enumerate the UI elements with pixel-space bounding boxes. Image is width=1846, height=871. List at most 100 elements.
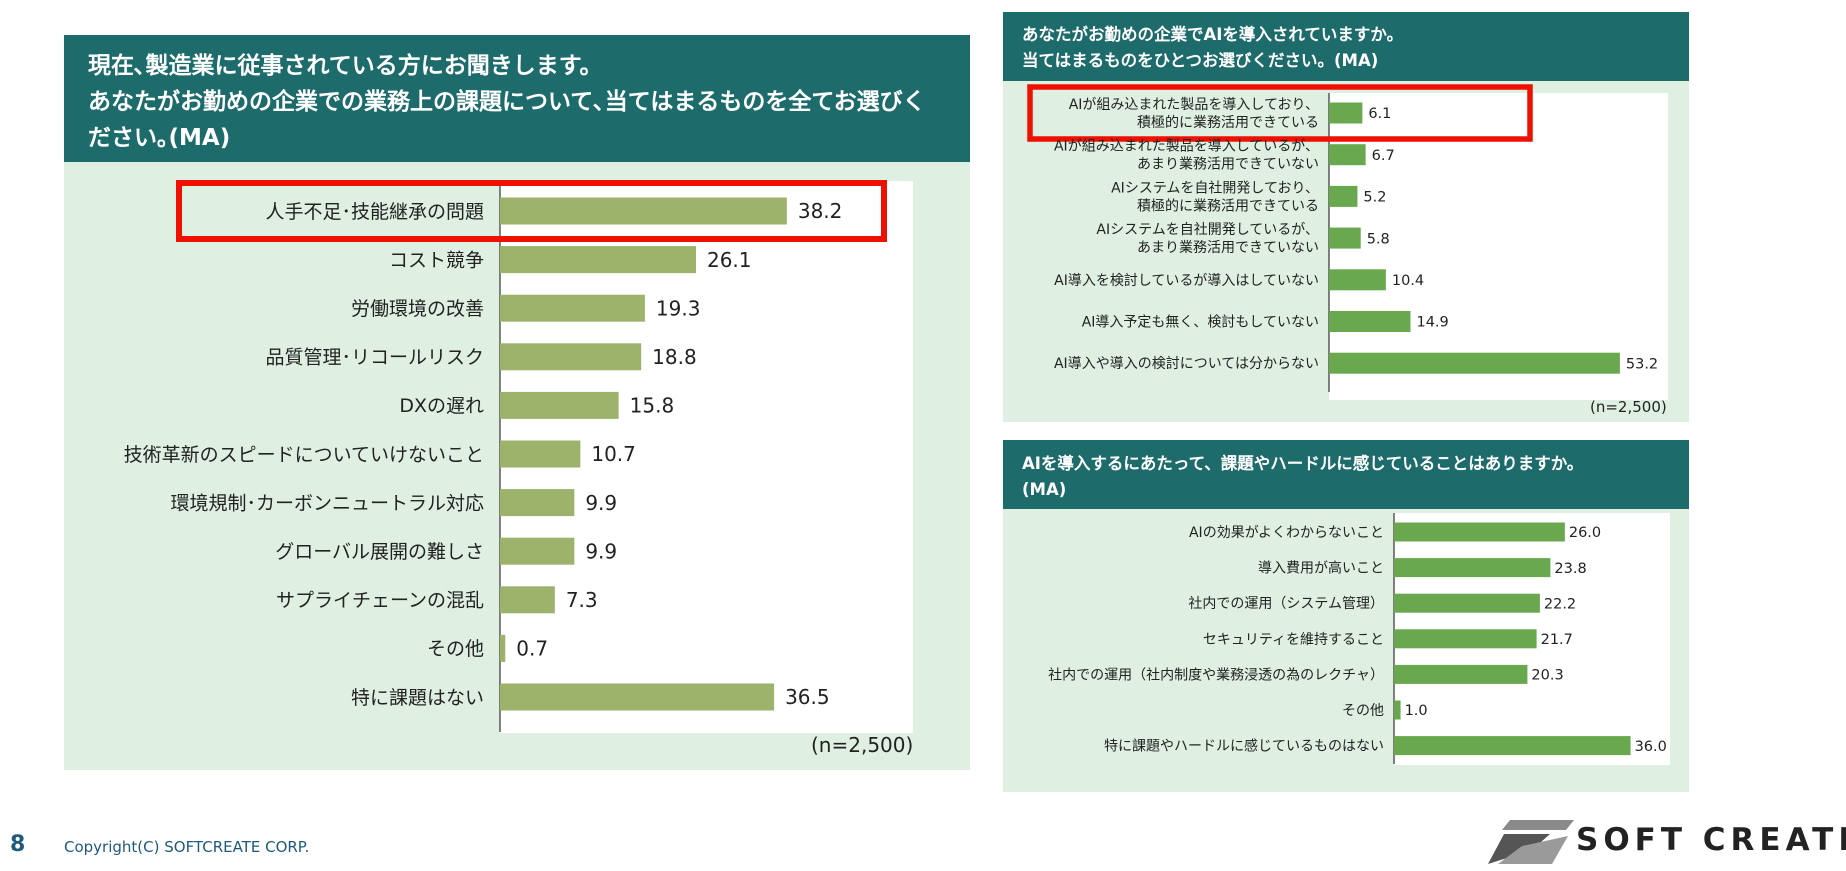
ai-adoption-bar: [1329, 352, 1620, 374]
ai-hurdles-bar: [1394, 700, 1401, 720]
industry-issues-value-label: 7.3: [566, 588, 598, 612]
ai-hurdles-category-label: 導入費用が高いこと: [1258, 560, 1384, 577]
ai-adoption-chart: 6.1 AIが組み込まれた製品を導入しており、積極的に業務活用できている 6.7 AI…: [1027, 84, 1658, 392]
ai-adoption-value-label: 10.4: [1392, 273, 1424, 289]
industry-issues-category-label: その他: [427, 638, 484, 660]
ai-adoption-bar: [1329, 269, 1386, 291]
ai-adoption-title-1: あなたがお勤めの企業でAIを導入されていますか。: [1022, 25, 1404, 44]
industry-issues-value-label: 19.3: [656, 296, 701, 320]
ai-adoption-bar: [1329, 144, 1366, 166]
industry-issues-highlight-box: [176, 180, 887, 242]
industry-issues-value-label: 38.2: [798, 199, 843, 223]
industry-issues-bar: [500, 586, 555, 614]
ai-hurdles-category-label: 社内での運用（社内制度や業務浸透の為のレクチャ）: [1048, 667, 1384, 683]
industry-issues-value-label: 0.7: [516, 637, 548, 661]
ai-adoption-highlight-box: [1027, 84, 1533, 142]
industry-issues-bar: [500, 343, 642, 371]
ai-hurdles-category-label: セキュリティを維持すること: [1203, 632, 1384, 648]
ai-hurdles-title-1: AIを導入するにあたって、課題やハードルに感じていることはありますか。: [1022, 454, 1584, 473]
industry-issues-bar: [500, 440, 581, 468]
ai-adoption-bar: [1329, 227, 1361, 249]
industry-issues-chart: 38.2 人手不足･技能継承の問題 26.1 コスト競争 19.3 労働環境の改善 18.8…: [124, 180, 887, 732]
industry-issues-bar: [500, 391, 619, 419]
ai-adoption-category-label: 積極的に業務活用できている: [1137, 198, 1319, 214]
industry-issues-bar: [500, 246, 696, 274]
industry-issues-subtitle-1: あなたがお勤めの企業での業務上の課題について､当てはまるものを全てお選びく: [88, 89, 926, 115]
ai-hurdles-value-label: 1.0: [1405, 703, 1428, 719]
ai-adoption-category-label: AIシステムを自社開発しており、: [1111, 180, 1319, 196]
ai-hurdles-bar: [1394, 736, 1631, 756]
ai-hurdles-bar: [1394, 558, 1551, 578]
ai-adoption-value-label: 6.7: [1372, 148, 1395, 164]
industry-issues-value-label: 36.5: [785, 685, 830, 709]
ai-hurdles-category-label: AIの効果がよくわからないこと: [1189, 525, 1384, 541]
ai-adoption-category-label: あまり業務活用できていない: [1137, 240, 1319, 256]
ai-hurdles-category-label: 社内での運用（システム管理）: [1188, 596, 1384, 612]
ai-hurdles-chart: 26.0 AIの効果がよくわからないこと 23.8 導入費用が高いこと 22.2 社内での…: [1048, 513, 1667, 764]
ai-hurdles-value-label: 23.8: [1554, 561, 1586, 577]
industry-issues-category-label: 人手不足･技能継承の問題: [265, 201, 484, 223]
ai-adoption-value-label: 6.1: [1368, 106, 1391, 122]
ai-hurdles-value-label: 26.0: [1569, 525, 1601, 541]
ai-hurdles-category-label: 特に課題やハードルに感じているものはない: [1104, 738, 1384, 755]
industry-issues-category-label: グローバル展開の難しさ: [275, 541, 484, 563]
industry-issues-category-label: 技術革新のスピードについていけないこと: [124, 444, 484, 466]
ai-adoption-category-label: AI導入予定も無く、検討もしていない: [1082, 315, 1319, 331]
ai-hurdles-value-label: 22.2: [1544, 596, 1576, 612]
industry-issues-category-label: 環境規制･カーボンニュートラル対応: [170, 492, 484, 514]
ai-adoption-panel: あなたがお勤めの企業でAIを導入されていますか。 当てはまるものをひとつお選びく…: [1003, 12, 1689, 422]
industry-issues-value-label: 15.8: [630, 394, 675, 418]
copyright-text: Copyright(C) SOFTCREATE CORP.: [64, 838, 310, 856]
ai-adoption-header: あなたがお勤めの企業でAIを導入されていますか。 当てはまるものをひとつお選びく…: [1003, 12, 1689, 81]
industry-issues-value-label: 26.1: [707, 248, 752, 272]
industry-issues-value-label: 9.9: [585, 539, 617, 563]
ai-adoption-bar: [1329, 185, 1358, 207]
ai-adoption-bar: [1329, 102, 1363, 124]
industry-issues-bar: [500, 294, 645, 322]
industry-issues-value-label: 18.8: [652, 345, 697, 369]
industry-issues-bar: [500, 634, 506, 662]
industry-issues-category-label: サプライチェーンの混乱: [276, 590, 484, 612]
industry-issues-subtitle-2: ださい｡(MA): [88, 125, 231, 151]
industry-issues-sample-size: (n=2,500): [811, 733, 914, 757]
ai-adoption-sample-size: (n=2,500): [1590, 398, 1667, 416]
ai-adoption-category-label: あまり業務活用できていない: [1137, 157, 1319, 173]
ai-adoption-bar: [1329, 311, 1411, 332]
ai-hurdles-bar: [1394, 522, 1565, 542]
industry-issues-bar: [500, 537, 575, 565]
ai-hurdles-category-label: その他: [1342, 703, 1384, 719]
ai-hurdles-header: AIを導入するにあたって、課題やハードルに感じていることはありますか。 (MA): [1003, 440, 1689, 509]
industry-issues-category-label: 品質管理･リコールリスク: [265, 347, 484, 369]
ai-hurdles-value-label: 21.7: [1541, 632, 1573, 648]
ai-adoption-value-label: 14.9: [1416, 315, 1448, 331]
softcreate-logo-text: SOFT CREATE: [1576, 822, 1846, 858]
ai-hurdles-bar: [1394, 664, 1528, 684]
ai-adoption-category-label: AI導入を検討しているが導入はしていない: [1054, 273, 1319, 289]
industry-issues-value-label: 10.7: [591, 442, 636, 466]
ai-hurdles-panel: AIを導入するにあたって、課題やハードルに感じていることはありますか。 (MA)…: [1003, 440, 1689, 792]
ai-hurdles-bar: [1394, 629, 1537, 649]
industry-issues-category-label: DXの遅れ: [399, 395, 484, 417]
ai-adoption-value-label: 53.2: [1626, 356, 1658, 372]
industry-issues-title: 現在､製造業に従事されている方にお聞きします。: [88, 53, 603, 79]
softcreate-logo-mark-icon: [1488, 820, 1574, 864]
page-number: 8: [10, 832, 26, 857]
industry-issues-value-label: 9.9: [585, 491, 617, 515]
ai-adoption-category-label: AIシステムを自社開発しているが、: [1096, 222, 1319, 238]
ai-adoption-plot-area: [1329, 93, 1668, 400]
ai-adoption-category-label: 積極的に業務活用できている: [1137, 115, 1319, 131]
ai-adoption-category-label: AIが組み込まれた製品を導入しているが、: [1054, 139, 1319, 155]
industry-issues-category-label: 労働環境の改善: [351, 298, 484, 320]
ai-hurdles-bar: [1394, 593, 1540, 613]
industry-issues-bar: [500, 683, 775, 711]
ai-adoption-value-label: 5.8: [1367, 231, 1390, 247]
industry-issues-category-label: 特に課題はない: [351, 687, 484, 709]
industry-issues-bar: [500, 197, 787, 225]
industry-issues-bar: [500, 489, 575, 517]
industry-issues-header: 現在､製造業に従事されている方にお聞きします。 あなたがお勤めの企業での業務上の…: [64, 35, 970, 162]
ai-adoption-category-label: AI導入や導入の検討については分からない: [1054, 356, 1319, 372]
ai-adoption-category-label: AIが組み込まれた製品を導入しており、: [1069, 97, 1319, 113]
industry-issues-category-label: コスト競争: [389, 249, 484, 271]
ai-hurdles-title-2: (MA): [1022, 480, 1067, 499]
ai-hurdles-value-label: 36.0: [1635, 739, 1667, 755]
